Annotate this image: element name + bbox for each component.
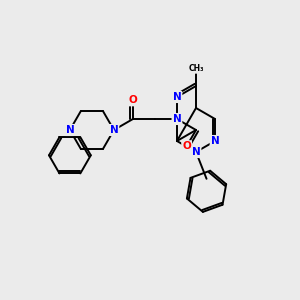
Text: N: N — [211, 136, 219, 146]
Text: O: O — [182, 141, 191, 151]
Text: N: N — [192, 147, 200, 157]
Text: O: O — [129, 95, 137, 105]
Text: N: N — [65, 125, 74, 135]
Text: N: N — [172, 92, 181, 102]
Text: CH₃: CH₃ — [188, 64, 204, 73]
Text: N: N — [110, 125, 118, 135]
Text: N: N — [172, 114, 181, 124]
